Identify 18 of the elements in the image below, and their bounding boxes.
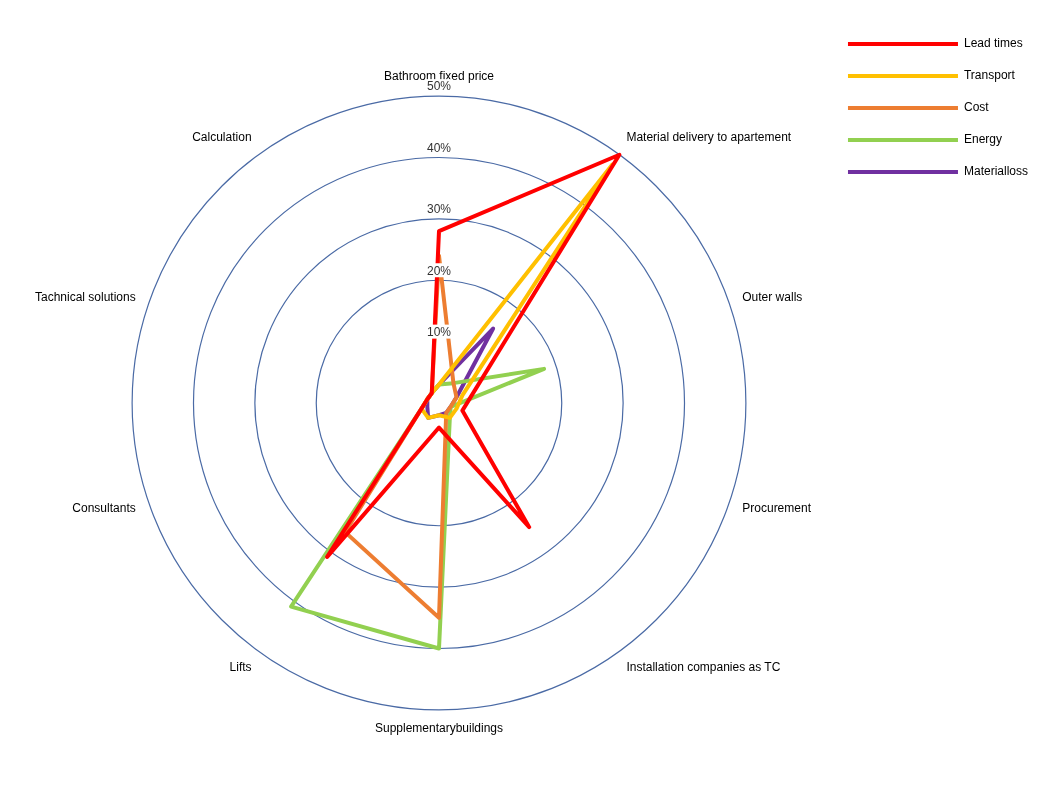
- text: Materialloss: [963, 164, 1029, 179]
- y-tick-label: 40%: [426, 140, 452, 155]
- spoke-label: Procurement: [742, 501, 812, 516]
- y-tick-label: 20%: [426, 263, 452, 278]
- spoke-label: Outer walls: [742, 289, 803, 304]
- y-tick-label: 10%: [426, 324, 452, 339]
- text: Lead times: [963, 36, 1023, 51]
- spoke-label: Calculation: [192, 130, 252, 145]
- text: Energy: [963, 132, 1003, 147]
- spoke-label: Lifts: [229, 660, 252, 675]
- spoke-label: Tachnical solutions: [34, 289, 136, 304]
- text: Cost: [963, 100, 990, 115]
- spoke-label: Consultants: [72, 501, 136, 516]
- spoke-label: Installation companies as TC: [626, 660, 781, 675]
- y-tick-label: 30%: [426, 202, 452, 217]
- text: Transport: [963, 68, 1016, 83]
- spoke-label: Supplementarybuildings: [374, 721, 504, 736]
- spoke-label: Material delivery to apartement: [626, 130, 792, 145]
